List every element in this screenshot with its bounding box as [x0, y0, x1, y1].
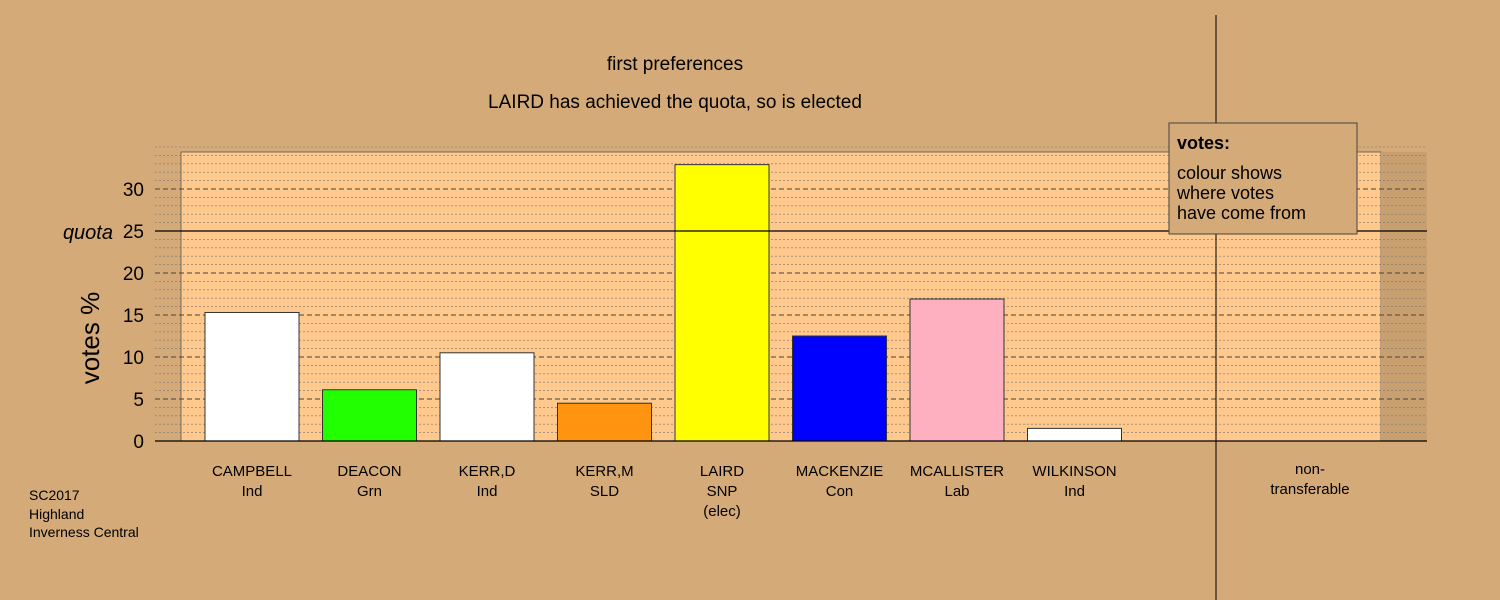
x-tick-label: CAMPBELL: [212, 463, 292, 480]
y-tick-label: 20: [123, 264, 144, 285]
footer-line: Highland: [29, 506, 84, 522]
x-tick-label: KERR,D: [459, 463, 516, 480]
footer-line: SC2017: [29, 487, 80, 503]
bars: [204, 164, 1122, 442]
x-tick-label: KERR,M: [575, 463, 633, 480]
chart-subtitle: LAIRD has achieved the quota, so is elec…: [488, 92, 862, 113]
legend: votes: colour shows where votes have com…: [1168, 122, 1358, 235]
quota-label: quota: [63, 222, 113, 244]
bar: [322, 389, 417, 442]
footer-line: Inverness Central: [29, 524, 139, 540]
legend-title: votes:: [1177, 133, 1230, 153]
legend-line: colour shows: [1177, 163, 1282, 183]
x-tick-label: LAIRD: [700, 463, 744, 480]
legend-line: have come from: [1177, 203, 1306, 223]
x-tick-label: Ind: [1064, 483, 1085, 500]
y-axis-label: votes %: [75, 292, 105, 385]
bar: [557, 402, 652, 442]
x-tick-label: SNP: [707, 483, 738, 500]
y-tick-label: 10: [123, 348, 144, 369]
gridlines: [155, 146, 1427, 433]
y-axis: 0 5 10 15 20 25 30: [123, 180, 144, 453]
y-tick-label: 15: [123, 306, 144, 327]
x-tick-label: MACKENZIE: [796, 463, 884, 480]
bar: [909, 298, 1005, 442]
y-tick-label: 25: [123, 222, 144, 243]
x-tick-label: WILKINSON: [1032, 463, 1116, 480]
legend-line: where votes: [1176, 183, 1274, 203]
bar: [439, 352, 535, 442]
x-tick-label: Ind: [242, 483, 263, 500]
x-tick-label: Ind: [477, 483, 498, 500]
x-tick-label: SLD: [590, 483, 619, 500]
x-tick-label: (elec): [703, 503, 741, 520]
x-tick-label: non-: [1295, 461, 1325, 478]
bar: [204, 311, 300, 442]
x-tick-label: Grn: [357, 483, 382, 500]
x-tick-label: DEACON: [337, 463, 401, 480]
legend-box: [1168, 122, 1358, 235]
x-tick-label: Con: [826, 483, 854, 500]
bar: [674, 164, 770, 442]
x-tick-label: transferable: [1270, 481, 1349, 498]
chart-title: first preferences: [607, 54, 743, 75]
bar: [1027, 427, 1122, 442]
y-tick-label: 0: [133, 432, 144, 453]
x-axis-labels: CAMPBELL Ind DEACON Grn KERR,D Ind KERR,M SLD LA…: [212, 461, 1350, 520]
bar: [792, 335, 887, 442]
footer-caption: SC2017 Highland Inverness Central: [29, 487, 139, 540]
x-tick-label: MCALLISTER: [910, 463, 1004, 480]
x-tick-label: Lab: [944, 483, 969, 500]
y-tick-label: 30: [123, 180, 144, 201]
non-transferable-band: [1381, 152, 1427, 441]
y-tick-label: 5: [133, 390, 144, 411]
